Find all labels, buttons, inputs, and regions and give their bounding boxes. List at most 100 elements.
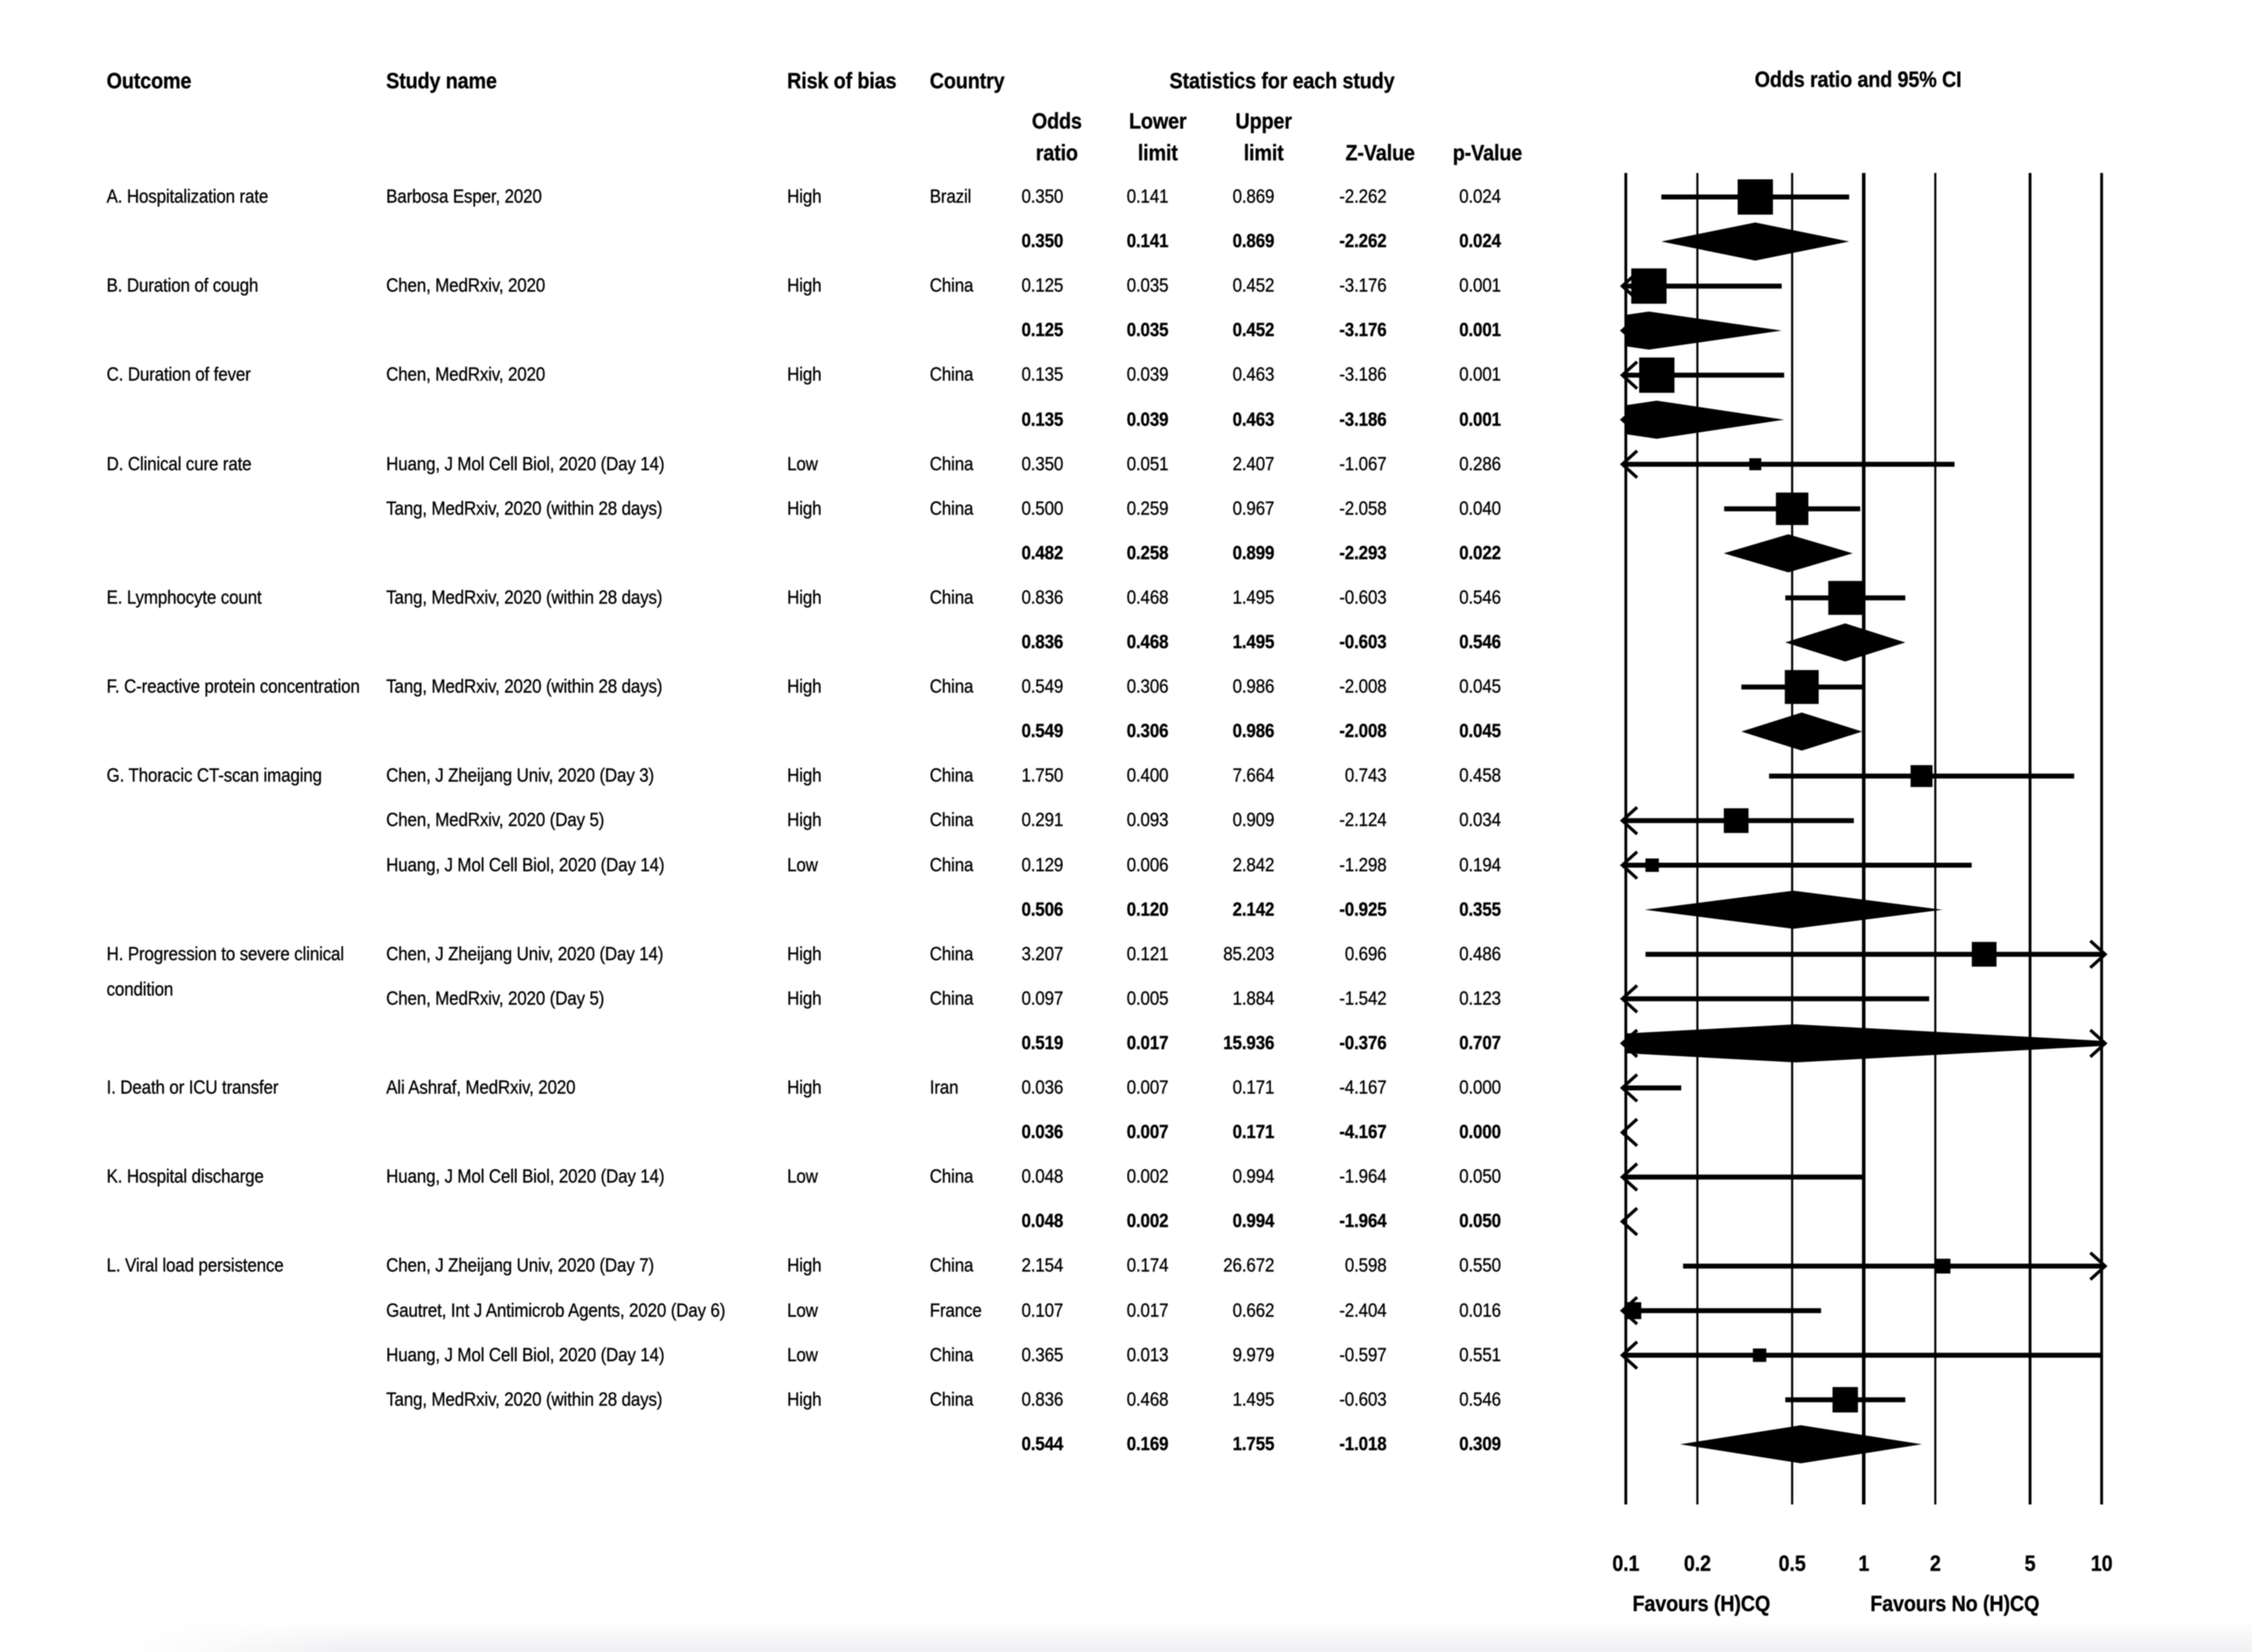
risk-of-bias-value: High (787, 1389, 822, 1411)
z-value: 0.743 (1344, 765, 1387, 786)
study-name: Huang, J Mol Cell Biol, 2020 (Day 14) (386, 453, 665, 475)
p-value: 0.024 (1459, 230, 1502, 252)
lower-limit-value: 0.035 (1126, 275, 1169, 297)
p-value: 0.355 (1459, 898, 1502, 921)
upper-limit-value: 2.842 (1232, 854, 1275, 876)
p-value: 0.050 (1459, 1210, 1502, 1232)
study-name: Chen, MedRxiv, 2020 (Day 5) (386, 988, 605, 1010)
p-value: 0.546 (1459, 587, 1502, 609)
lower-limit-value: 0.006 (1126, 854, 1169, 876)
study-name: Chen, MedRxiv, 2020 (386, 364, 546, 386)
pooled-diamond (1626, 1024, 2102, 1063)
ci-arrow-left-icon (1619, 360, 1639, 390)
column-header-risk-of-bias: Risk of bias (787, 68, 897, 93)
lower-limit-value: 0.035 (1126, 319, 1169, 341)
country-value: China (930, 587, 974, 609)
odds-ratio-value: 0.836 (1021, 631, 1064, 653)
odds-ratio-value: 0.135 (1021, 408, 1064, 431)
p-value: 0.123 (1459, 988, 1502, 1010)
p-value: 0.309 (1459, 1433, 1502, 1455)
subheader-lower: Lower (1129, 109, 1187, 133)
p-value: 0.286 (1459, 453, 1502, 475)
ci-arrow-left-icon (1619, 1207, 1639, 1236)
ci-arrow-left-icon (1619, 1029, 1639, 1058)
upper-limit-value: 0.869 (1232, 230, 1275, 252)
lower-limit-value: 0.039 (1126, 408, 1169, 431)
upper-limit-value: 2.142 (1232, 898, 1275, 921)
lower-limit-value: 0.141 (1126, 186, 1169, 208)
point-estimate-square (1832, 1387, 1858, 1413)
odds-ratio-value: 0.097 (1021, 988, 1064, 1010)
point-estimate-square (1972, 942, 1997, 967)
upper-limit-value: 0.171 (1232, 1121, 1275, 1143)
p-value: 0.034 (1459, 809, 1502, 832)
odds-ratio-value: 0.048 (1021, 1210, 1064, 1232)
risk-of-bias-value: Low (787, 1343, 818, 1366)
p-value: 0.546 (1459, 1389, 1502, 1411)
upper-limit-value: 0.994 (1232, 1210, 1275, 1232)
ci-arrow-left-icon (1619, 1162, 1639, 1192)
lower-limit-value: 0.051 (1126, 453, 1169, 475)
point-estimate-square (1753, 1348, 1766, 1363)
risk-of-bias-value: Low (787, 854, 818, 876)
pooled-diamond (1661, 222, 1850, 261)
z-value: -0.603 (1339, 587, 1386, 609)
lower-limit-value: 0.400 (1126, 765, 1169, 786)
odds-ratio-value: 0.365 (1021, 1343, 1064, 1366)
subheader-odds-ratio: ratio (1036, 140, 1078, 165)
upper-limit-value: 15.936 (1223, 1032, 1275, 1054)
upper-limit-value: 0.463 (1232, 408, 1275, 431)
lower-limit-value: 0.005 (1126, 988, 1169, 1010)
country-value: France (930, 1299, 982, 1322)
z-value: -2.262 (1339, 186, 1386, 208)
subheader-p-value: p-Value (1452, 140, 1523, 165)
lower-limit-value: 0.017 (1126, 1032, 1169, 1054)
z-value: -1.018 (1339, 1433, 1386, 1455)
column-header-statistics-group: Statistics for each study (1169, 68, 1395, 93)
upper-limit-value: 0.986 (1232, 676, 1275, 698)
z-value: -2.058 (1339, 498, 1386, 520)
p-value: 0.000 (1459, 1121, 1502, 1143)
outcome-label: I. Death or ICU transfer (107, 1077, 279, 1099)
odds-ratio-value: 0.129 (1021, 854, 1064, 876)
pooled-diamond (1723, 534, 1853, 573)
z-value: -2.124 (1339, 809, 1386, 832)
upper-limit-value: 1.495 (1232, 631, 1275, 653)
subheader-upper: Upper (1235, 109, 1292, 133)
country-value: China (930, 765, 974, 786)
ci-arrow-left-icon (1619, 1340, 1639, 1370)
study-name: Tang, MedRxiv, 2020 (within 28 days) (386, 676, 663, 698)
risk-of-bias-value: Low (787, 453, 818, 475)
country-value: China (930, 275, 974, 297)
subheader-z-value: Z-Value (1345, 140, 1415, 165)
z-value: -2.008 (1339, 720, 1386, 742)
odds-ratio-value: 0.107 (1021, 1299, 1064, 1322)
lower-limit-value: 0.007 (1126, 1121, 1169, 1143)
risk-of-bias-value: High (787, 1077, 822, 1099)
lower-limit-value: 0.013 (1126, 1343, 1169, 1366)
z-value: -1.067 (1339, 453, 1386, 475)
z-value: -1.298 (1339, 854, 1386, 876)
p-value: 0.045 (1459, 720, 1502, 742)
subheader-odds: Odds (1031, 109, 1082, 133)
upper-limit-value: 0.869 (1232, 186, 1275, 208)
upper-limit-value: 0.899 (1232, 542, 1275, 564)
odds-ratio-value: 0.350 (1021, 186, 1064, 208)
study-name: Barbosa Esper, 2020 (386, 186, 542, 208)
upper-limit-value: 1.755 (1232, 1433, 1275, 1455)
ci-arrow-left-icon (1619, 1073, 1639, 1103)
country-value: China (930, 1343, 974, 1366)
study-name: Chen, MedRxiv, 2020 (Day 5) (386, 809, 605, 832)
country-value: Brazil (930, 186, 971, 208)
lower-limit-value: 0.141 (1126, 230, 1169, 252)
ci-arrow-left-icon (1619, 1118, 1639, 1147)
odds-ratio-value: 0.036 (1021, 1077, 1064, 1099)
lower-limit-value: 0.306 (1126, 720, 1169, 742)
point-estimate-square (1645, 858, 1659, 872)
upper-limit-value: 9.979 (1232, 1343, 1275, 1366)
p-value: 0.040 (1459, 498, 1502, 520)
pooled-diamond (1741, 712, 1862, 751)
outcome-label: F. C-reactive protein concentration (107, 676, 360, 698)
